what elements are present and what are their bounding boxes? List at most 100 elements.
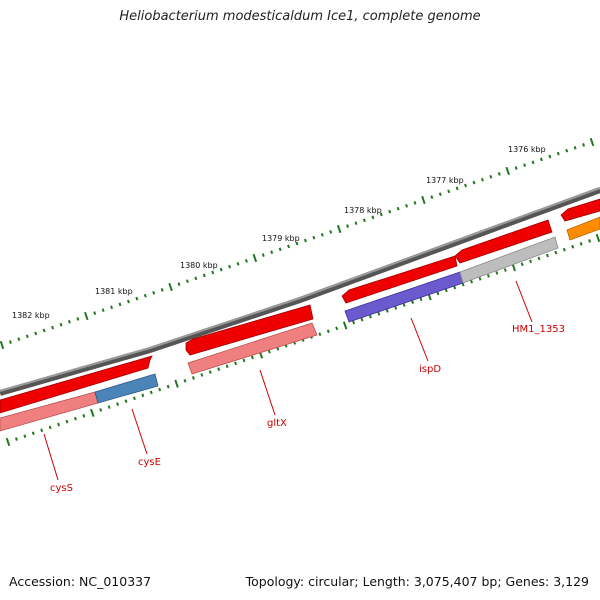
gene-HM1_1353	[459, 236, 559, 284]
minor-tick	[579, 241, 583, 246]
minor-tick	[261, 253, 265, 257]
minor-tick	[40, 428, 44, 433]
minor-tick	[464, 183, 468, 188]
cds-arrow	[560, 198, 600, 222]
minor-tick	[520, 262, 524, 267]
minor-tick	[335, 326, 339, 331]
minor-tick	[537, 256, 541, 261]
minor-tick	[228, 264, 232, 269]
minor-tick	[287, 244, 291, 249]
minor-tick	[388, 209, 392, 214]
minor-tick	[495, 271, 499, 275]
minor-tick	[402, 303, 406, 307]
minor-tick	[23, 434, 27, 439]
minor-tick	[25, 334, 29, 339]
minor-tick	[455, 186, 459, 191]
minor-tick	[107, 405, 111, 409]
minor-tick	[141, 393, 145, 398]
minor-tick	[51, 325, 55, 330]
minor-tick	[489, 174, 493, 179]
gene-label: cysS	[50, 483, 73, 494]
minor-tick	[531, 160, 535, 165]
minor-tick	[177, 282, 181, 286]
minor-tick	[76, 317, 80, 321]
minor-tick	[472, 180, 476, 185]
major-tick	[5, 437, 11, 447]
minor-tick	[438, 192, 442, 197]
minor-tick	[368, 314, 372, 319]
map-title: Heliobacterium modesticaldum Ice1, compl…	[119, 9, 481, 24]
minor-tick	[48, 425, 52, 430]
minor-tick	[8, 340, 12, 344]
minor-tick	[539, 157, 543, 162]
gene-labels: HM1_1353 ispD gltX cysE cysS	[50, 324, 565, 494]
minor-tick	[312, 235, 316, 240]
minor-tick	[236, 261, 240, 266]
minor-tick	[360, 317, 364, 322]
minor-tick	[326, 329, 330, 334]
gene-label: HM1_1353	[512, 324, 565, 335]
minor-tick	[453, 285, 457, 290]
scale-ticks-inner	[5, 233, 600, 447]
minor-tick	[371, 215, 375, 220]
accession-text: Accession: NC_010337	[9, 574, 152, 589]
cds-arrow	[185, 304, 314, 356]
minor-tick	[183, 378, 187, 383]
minor-tick	[571, 244, 575, 249]
minor-tick	[396, 206, 400, 211]
minor-tick	[554, 250, 558, 255]
minor-tick	[208, 370, 212, 374]
scale-label: 1377 kbp	[426, 176, 464, 185]
minor-tick	[362, 218, 366, 223]
minor-tick	[329, 230, 333, 234]
minor-tick	[124, 399, 128, 404]
minor-tick	[158, 387, 162, 392]
minor-tick	[219, 267, 223, 272]
minor-tick	[354, 221, 358, 226]
minor-tick	[67, 319, 71, 324]
gene-label: gltX	[267, 418, 287, 429]
minor-tick	[149, 390, 153, 395]
major-tick	[421, 195, 426, 205]
gene-cysE	[94, 373, 159, 404]
gene-label: cysE	[138, 457, 161, 468]
minor-tick	[244, 259, 248, 263]
major-tick	[505, 166, 510, 176]
minor-tick	[200, 373, 204, 377]
minor-tick	[346, 224, 350, 228]
scale-label: 1382 kbp	[12, 311, 50, 320]
minor-tick	[529, 259, 533, 264]
minor-tick	[478, 276, 482, 281]
minor-tick	[419, 297, 423, 302]
minor-tick	[582, 143, 586, 147]
minor-tick	[352, 320, 356, 325]
genome-backbone	[0, 187, 600, 396]
minor-tick	[480, 177, 484, 182]
minor-tick	[250, 355, 254, 360]
minor-tick	[413, 201, 417, 205]
minor-tick	[118, 302, 122, 307]
major-tick	[595, 233, 600, 243]
label-leaders	[43, 280, 533, 481]
minor-tick	[42, 328, 46, 333]
minor-tick	[99, 408, 103, 412]
gene-label: ispD	[419, 364, 441, 375]
minor-tick	[126, 299, 130, 304]
minor-tick	[436, 291, 440, 296]
minor-tick	[320, 232, 324, 237]
minor-tick	[461, 282, 465, 287]
minor-tick	[31, 431, 35, 436]
minor-tick	[93, 311, 97, 315]
minor-tick	[497, 172, 501, 176]
minor-tick	[545, 253, 549, 258]
minor-tick	[548, 154, 552, 159]
minor-tick	[191, 376, 195, 380]
minor-tick	[270, 250, 274, 255]
minor-tick	[143, 293, 147, 298]
minor-tick	[444, 288, 448, 293]
minor-tick	[278, 247, 282, 252]
minor-tick	[379, 212, 383, 217]
scale-label: 1379 kbp	[262, 234, 300, 243]
minor-tick	[73, 416, 77, 421]
minor-tick	[588, 239, 592, 243]
